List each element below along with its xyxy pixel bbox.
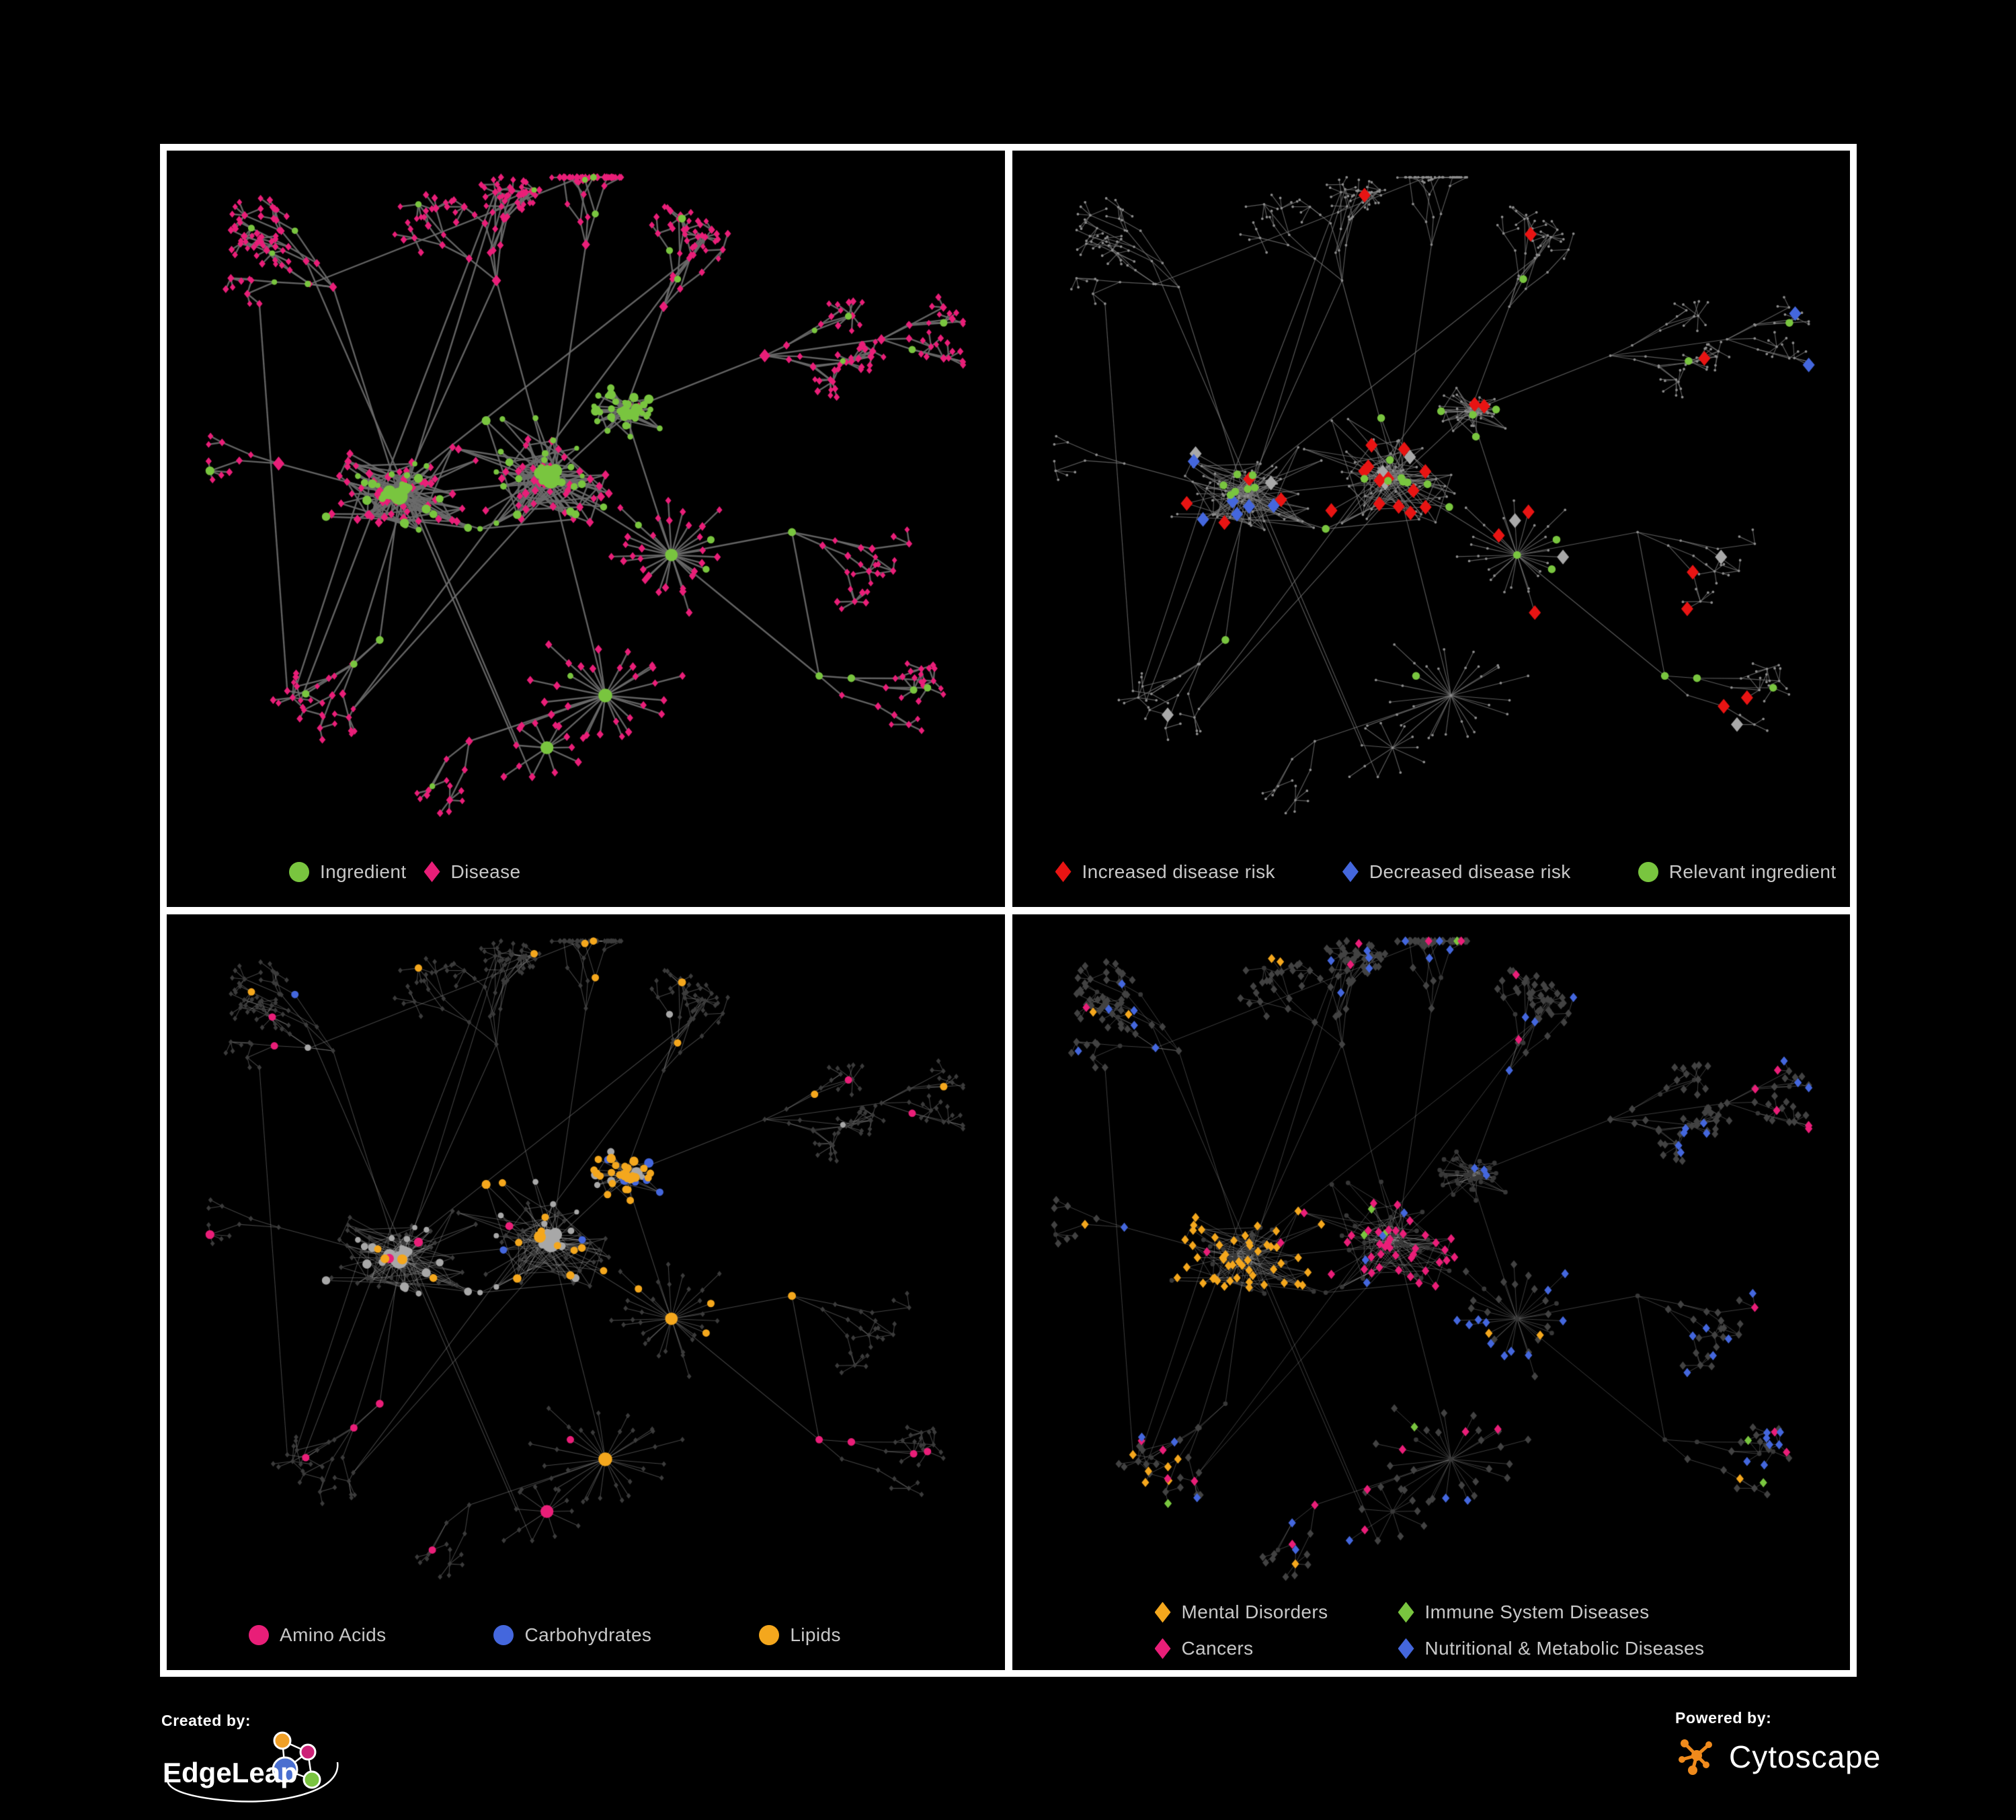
diamond-marker-blue [1398, 1638, 1414, 1659]
cytoscape-logo-icon [1679, 1739, 1712, 1775]
created-by-label: Created by: [161, 1712, 251, 1729]
edgeleap-swoosh [166, 1762, 339, 1803]
legend-item-disease: Disease [424, 861, 521, 883]
cytoscape-credit: Powered by: Cytosc [1675, 1709, 1881, 1778]
legend-item-ingredient: Ingredient [289, 861, 407, 883]
circle-marker-pink [249, 1625, 269, 1645]
panel-disease-classes: Mental Disorders Immune System Diseases Ca… [1012, 914, 1851, 1670]
edgeleap-node-blue [272, 1756, 298, 1783]
diamond-marker-red [1055, 861, 1072, 882]
legend-label: Relevant ingredient [1668, 861, 1837, 882]
legend-item-relevant-ingredient: Relevant ingredient [1638, 861, 1837, 883]
legend-item-decreased-disease-risk: Decreased disease risk [1342, 861, 1571, 883]
legend-label: Nutritional & Metabolic Diseases [1424, 1638, 1705, 1659]
network-view-disease-risk [1012, 151, 1850, 907]
legend-nutrient-classes: Amino Acids Carbohydrates Lipids [167, 1624, 1005, 1646]
diamond-marker-pink [424, 861, 440, 882]
network-view-disease-classes [1012, 914, 1850, 1670]
legend-item-carbohydrates: Carbohydrates [493, 1624, 651, 1646]
powered-by-label: Powered by: [1675, 1709, 1772, 1727]
legend-disease-risk: Increased disease risk Decreased disease … [1012, 861, 1851, 883]
network-view-ingredient-disease [167, 151, 1005, 907]
diamond-marker-green [1398, 1601, 1414, 1623]
circle-marker-green [289, 861, 309, 882]
diamond-marker-pink [1154, 1638, 1171, 1659]
legend-label: Disease [450, 861, 521, 882]
legend-label: Carbohydrates [524, 1624, 652, 1645]
cytoscape-wordmark: Cytoscape [1729, 1739, 1882, 1774]
panel-ingredient-disease: Ingredient Disease [167, 151, 1005, 907]
edgeleap-node-orange [273, 1731, 292, 1750]
edgeleap-logo: EdgeLeap [163, 1731, 339, 1803]
legend-label: Lipids [790, 1624, 841, 1645]
legend-item-amino-acids: Amino Acids [249, 1624, 386, 1646]
diamond-marker-blue [1342, 861, 1359, 882]
legend-label: Immune System Diseases [1424, 1601, 1650, 1622]
legend-item-increased-disease-risk: Increased disease risk [1055, 861, 1275, 883]
legend-label: Cancers [1181, 1638, 1254, 1659]
legend-label: Mental Disorders [1181, 1601, 1328, 1622]
legend-item-lipids: Lipids [759, 1624, 841, 1646]
circle-marker-green [1638, 861, 1658, 882]
legend-item-mental-disorders: Mental Disorders [1154, 1601, 1398, 1623]
legend-label: Decreased disease risk [1369, 861, 1571, 882]
legend-item-nutritional-metabolic-diseases: Nutritional & Metabolic Diseases [1398, 1638, 1851, 1659]
network-view-nutrient-classes [167, 914, 1005, 1670]
cytoscape-icon-nodes [1679, 1739, 1712, 1775]
legend-disease-classes: Mental Disorders Immune System Diseases Ca… [1012, 1601, 1851, 1659]
panel-nutrient-classes: Amino Acids Carbohydrates Lipids [167, 914, 1005, 1670]
legend-ingredient-disease: Ingredient Disease [167, 861, 1005, 883]
legend-item-cancers: Cancers [1154, 1638, 1398, 1659]
legend-item-immune-system-diseases: Immune System Diseases [1398, 1601, 1851, 1623]
panel-disease-risk: Increased disease risk Decreased disease … [1012, 151, 1851, 907]
legend-label: Ingredient [320, 861, 407, 882]
edgeleap-wordmark: EdgeLeap [163, 1757, 298, 1788]
edgeleap-logo-nodes [272, 1731, 321, 1789]
edgeleap-credit: Created by: EdgeLeap [161, 1712, 484, 1814]
circle-marker-orange [759, 1625, 780, 1645]
panel-grid: Ingredient Disease Increased disease risk… [160, 144, 1857, 1677]
circle-marker-blue [493, 1625, 514, 1645]
legend-label: Increased disease risk [1082, 861, 1275, 882]
edgeleap-node-green [303, 1770, 321, 1789]
diamond-marker-orange [1154, 1601, 1171, 1623]
legend-label: Amino Acids [280, 1624, 387, 1645]
edgeleap-node-magenta [299, 1743, 317, 1761]
